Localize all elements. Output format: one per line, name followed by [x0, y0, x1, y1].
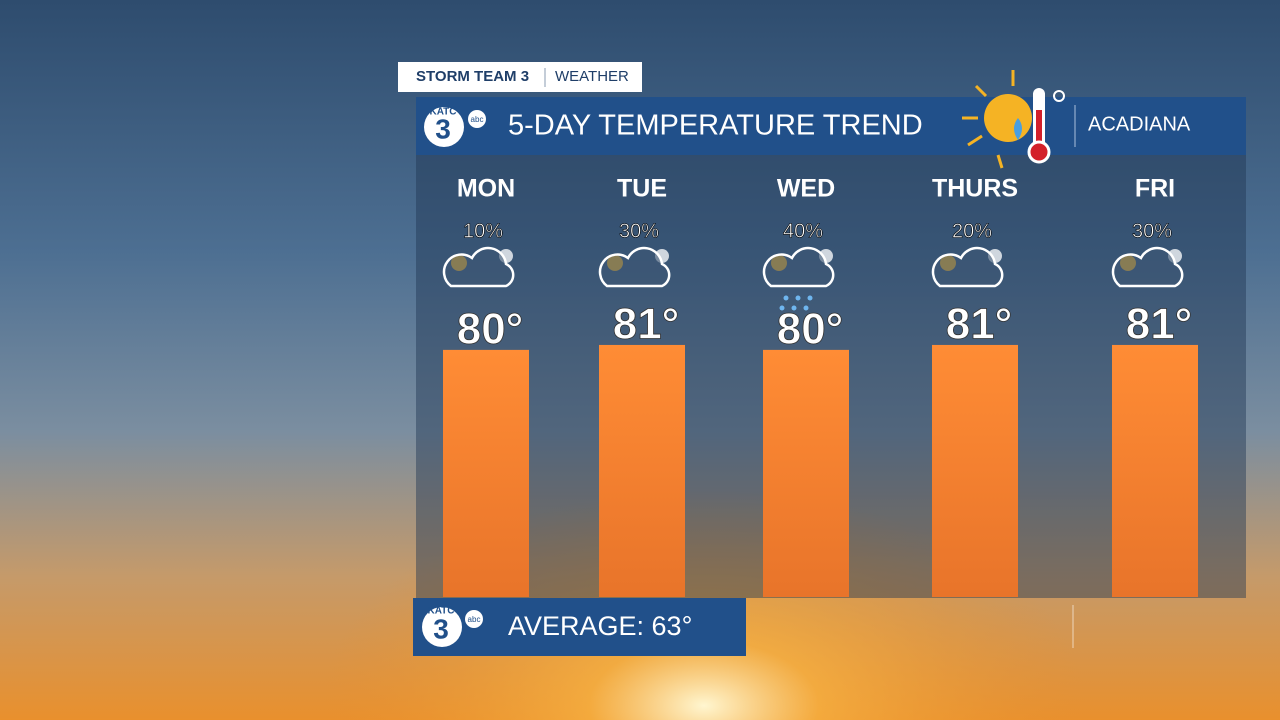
footer-text: AVERAGE: 63° [508, 611, 692, 641]
day-label: MON [457, 175, 515, 203]
logo-number: 3 [435, 113, 451, 144]
day-label: TUE [617, 175, 667, 203]
value-label: 81° [613, 300, 680, 349]
header-bar [416, 97, 1246, 155]
icon-raindrop [779, 305, 785, 311]
weather-icon [1111, 246, 1184, 288]
icon-raindrop [791, 305, 797, 311]
icon-cloud [598, 246, 671, 288]
logo-text: KATC [427, 606, 454, 617]
icon-raindrop [803, 305, 809, 311]
logo-network: abc [468, 615, 481, 624]
precip-label: 40% [783, 220, 823, 242]
bar [443, 349, 529, 597]
bar [932, 344, 1018, 597]
bar [599, 344, 685, 597]
logo: KATC 3 abc [424, 107, 486, 147]
precip-label: 30% [619, 220, 659, 242]
precip-label: 20% [952, 220, 992, 242]
icon-raindrop [795, 295, 801, 301]
tag [398, 62, 642, 92]
value-label: 80° [457, 305, 524, 354]
icon-raindrop [783, 295, 789, 301]
value-label: 80° [777, 305, 844, 354]
precip-label: 30% [1132, 220, 1172, 242]
region: ACADIANA [1088, 113, 1191, 135]
logo-network: abc [471, 115, 484, 124]
tag-section: WEATHER [555, 68, 629, 85]
icon-raindrop [807, 295, 813, 301]
weather-icon [931, 246, 1004, 288]
value-label: 81° [1126, 300, 1193, 349]
icon-cloud [1111, 246, 1184, 288]
day-label: THURS [932, 175, 1018, 203]
weather-icon [762, 246, 835, 311]
logo: KATC 3 abc [422, 606, 483, 647]
bar [763, 349, 849, 597]
icon-cloud [762, 246, 835, 288]
logo-text: KATC [429, 107, 456, 118]
precip-label: 10% [463, 220, 503, 242]
day-label: FRI [1135, 175, 1175, 203]
plot: MON 10% 80° TUE 30% 81° WED 40% 80° THURS 20% 81° FR… [442, 175, 1198, 597]
day-label: WED [777, 175, 835, 203]
tag-title: STORM TEAM 3 [416, 68, 529, 85]
logo-number: 3 [433, 613, 449, 644]
icon-cloud [442, 246, 515, 288]
icon-cloud [931, 246, 1004, 288]
weather-icon [442, 246, 515, 288]
chart-title: 5-DAY TEMPERATURE TREND [508, 110, 923, 142]
weather-icon [598, 246, 671, 288]
bar [1112, 344, 1198, 597]
sun-thermometer-icon [962, 70, 1065, 169]
value-label: 81° [946, 300, 1013, 349]
footer-bar [413, 598, 746, 656]
